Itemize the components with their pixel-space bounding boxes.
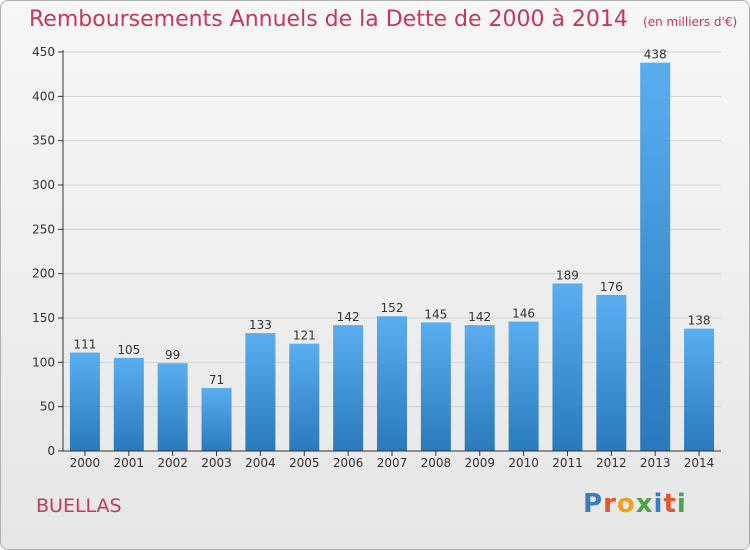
x-tick-label: 2008 <box>421 456 452 470</box>
y-tick-label: 250 <box>32 222 55 236</box>
bar <box>69 352 100 451</box>
x-tick-label: 2011 <box>552 456 583 470</box>
bar <box>201 388 232 451</box>
x-tick-label: 2012 <box>596 456 627 470</box>
bar <box>640 62 671 451</box>
data-label: 189 <box>556 268 579 282</box>
y-tick-label: 400 <box>32 89 55 103</box>
x-tick-label: 2010 <box>508 456 539 470</box>
bar <box>113 357 144 451</box>
y-tick-label: 50 <box>40 400 55 414</box>
logo-letter: o <box>616 489 636 519</box>
data-label: 105 <box>117 343 140 357</box>
y-tick-label: 350 <box>32 134 55 148</box>
logo-letter: P <box>583 489 604 519</box>
bar <box>508 321 539 451</box>
logo-letter: i <box>653 489 664 519</box>
data-label: 121 <box>293 329 316 343</box>
bar <box>289 343 320 451</box>
chart-title: Remboursements Annuels de la Dette de 20… <box>29 7 628 32</box>
data-label: 152 <box>381 301 404 315</box>
y-tick-label: 0 <box>47 444 55 458</box>
y-tick-label: 450 <box>32 45 55 59</box>
data-label: 111 <box>73 338 96 352</box>
data-label: 145 <box>424 307 447 321</box>
bar <box>684 328 715 451</box>
x-tick-label: 2013 <box>640 456 671 470</box>
chart-unit: (en milliers d'€) <box>643 15 738 29</box>
logo-letter: i <box>676 489 687 519</box>
data-label: 142 <box>337 310 360 324</box>
data-label: 99 <box>165 348 180 362</box>
chart-title-block: Remboursements Annuels de la Dette de 20… <box>29 7 737 32</box>
x-tick-label: 2006 <box>333 456 364 470</box>
data-label: 142 <box>468 310 491 324</box>
data-label: 438 <box>644 48 667 62</box>
x-tick-label: 2007 <box>377 456 408 470</box>
bar <box>157 363 188 451</box>
y-tick-label: 200 <box>32 267 55 281</box>
data-label: 176 <box>600 280 623 294</box>
bar <box>596 294 627 451</box>
x-tick-label: 2002 <box>157 456 188 470</box>
logo-letter: x <box>635 489 654 519</box>
x-tick-label: 2001 <box>114 456 145 470</box>
town-name: BUELLAS <box>36 495 122 517</box>
bar <box>420 322 451 451</box>
x-tick-label: 2005 <box>289 456 320 470</box>
data-label: 138 <box>688 314 711 328</box>
bar <box>245 333 276 451</box>
bar <box>377 316 407 451</box>
x-tick-label: 2014 <box>684 456 715 470</box>
data-label: 71 <box>209 373 224 387</box>
y-tick-label: 300 <box>32 178 55 192</box>
proxiti-logo: Proxiti <box>583 489 687 519</box>
data-label: 146 <box>512 307 535 321</box>
bar <box>464 325 495 451</box>
y-tick-label: 100 <box>32 355 55 369</box>
bar <box>333 325 364 451</box>
logo-letter: r <box>603 489 617 519</box>
y-tick-label: 150 <box>32 311 55 325</box>
logo-letter: t <box>663 489 677 519</box>
bar <box>552 283 583 451</box>
data-label: 133 <box>249 318 272 332</box>
x-tick-label: 2009 <box>464 456 495 470</box>
x-tick-label: 2000 <box>70 456 101 470</box>
x-tick-label: 2004 <box>245 456 276 470</box>
x-tick-label: 2003 <box>201 456 232 470</box>
